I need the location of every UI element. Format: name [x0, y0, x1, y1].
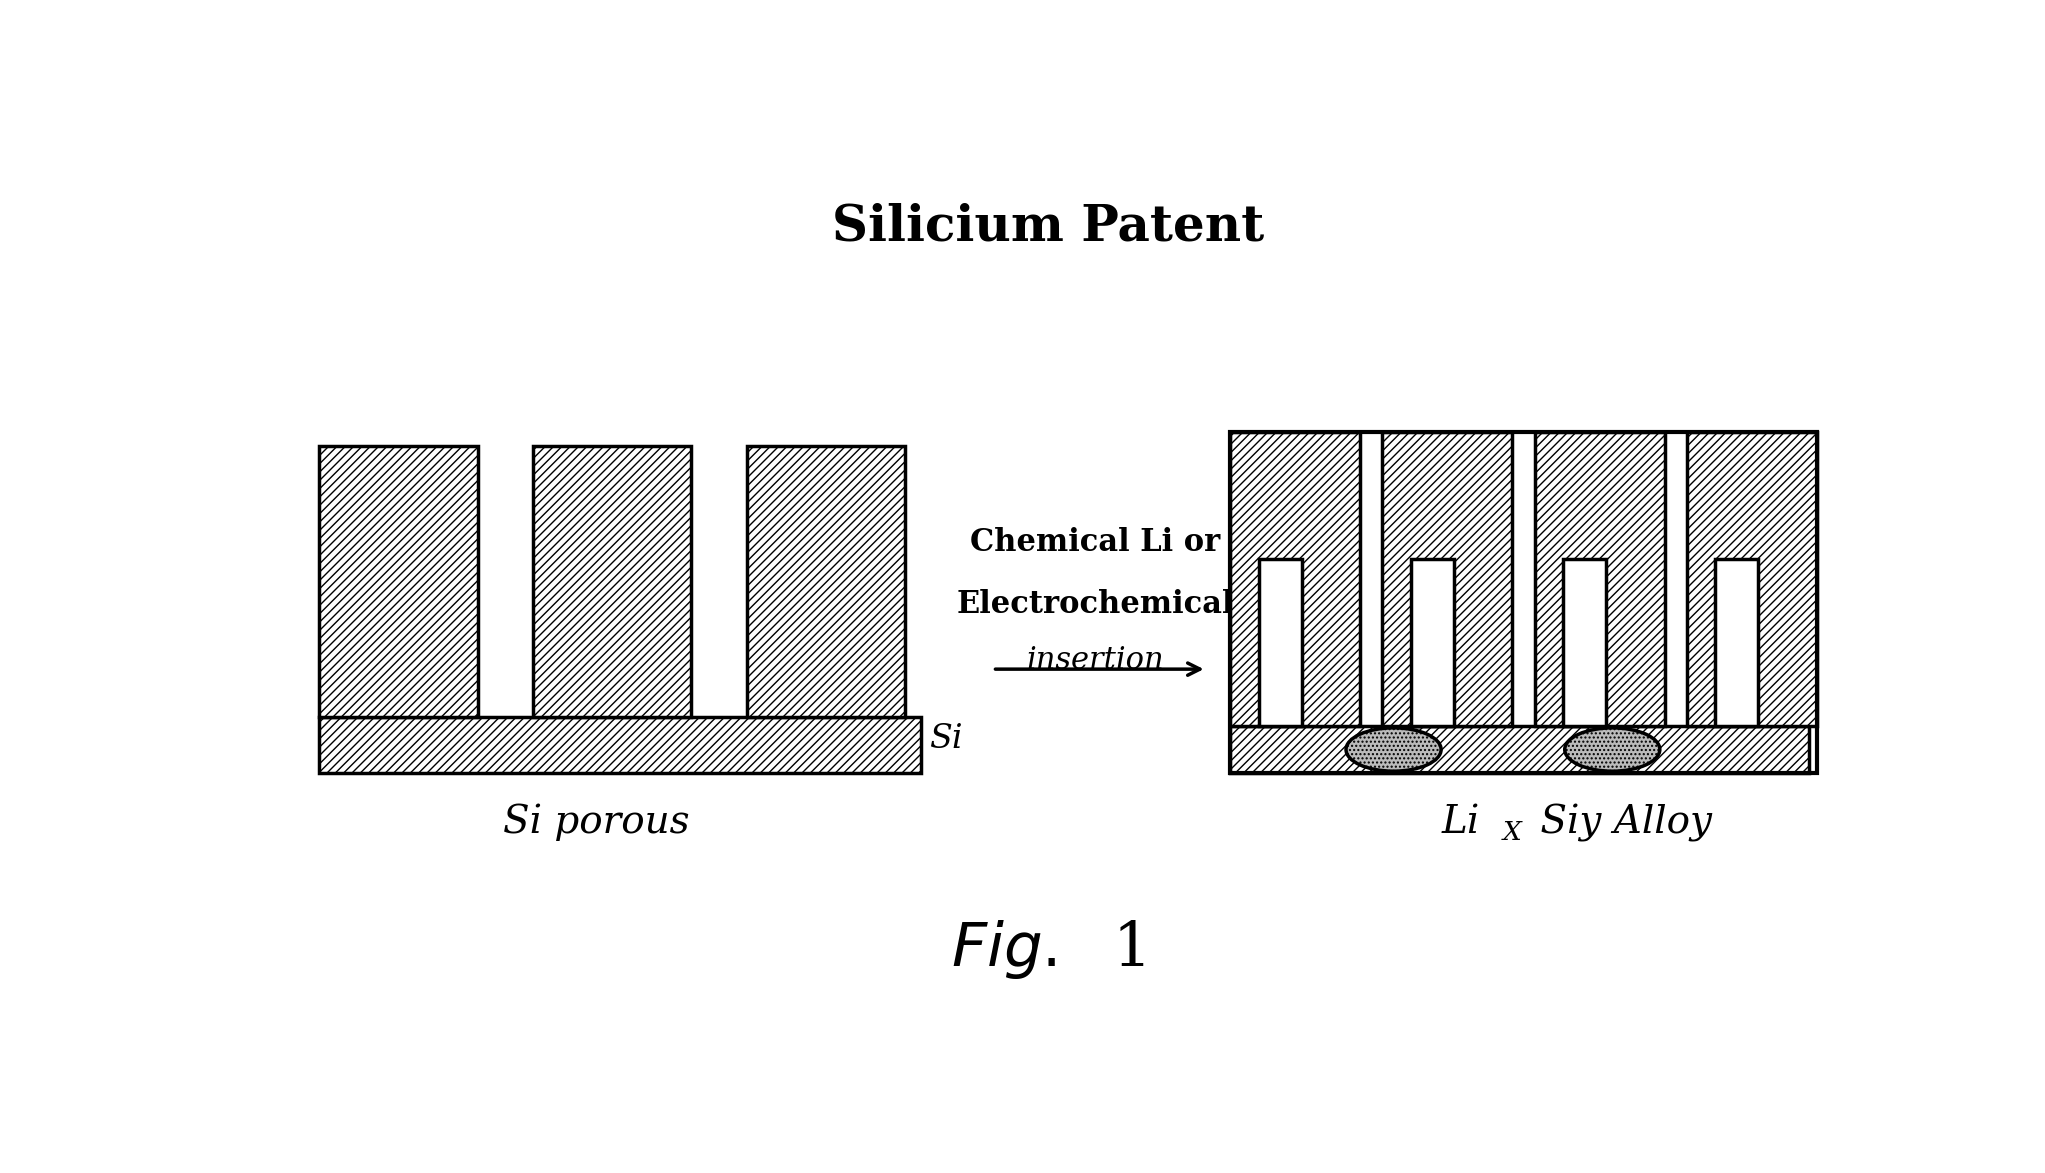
Text: Electrochemical: Electrochemical — [957, 589, 1235, 619]
Bar — [319, 446, 476, 717]
Text: Chemical Li or: Chemical Li or — [971, 527, 1221, 558]
Bar — [1411, 560, 1454, 726]
Text: Li: Li — [1442, 805, 1479, 841]
Bar — [746, 446, 906, 717]
Ellipse shape — [1346, 727, 1442, 771]
Bar — [1382, 433, 1513, 726]
Text: Siy Alloy: Siy Alloy — [1528, 804, 1712, 842]
Text: Si: Si — [928, 724, 963, 755]
Bar — [534, 446, 691, 717]
Bar — [1687, 433, 1816, 726]
Bar — [1716, 560, 1759, 726]
Bar — [1260, 560, 1303, 726]
Bar — [1231, 433, 1816, 773]
Text: Silicium Patent: Silicium Patent — [832, 202, 1264, 251]
Bar — [1231, 726, 1808, 773]
Text: $\mathit{Fig.}$  1: $\mathit{Fig.}$ 1 — [951, 917, 1145, 981]
Bar — [1534, 433, 1665, 726]
Bar — [1231, 433, 1360, 726]
Text: Si porous: Si porous — [503, 804, 689, 841]
Bar — [319, 717, 920, 773]
Text: X: X — [1503, 820, 1521, 845]
Ellipse shape — [1564, 727, 1661, 771]
Text: insertion: insertion — [1027, 645, 1164, 676]
Bar — [1562, 560, 1605, 726]
